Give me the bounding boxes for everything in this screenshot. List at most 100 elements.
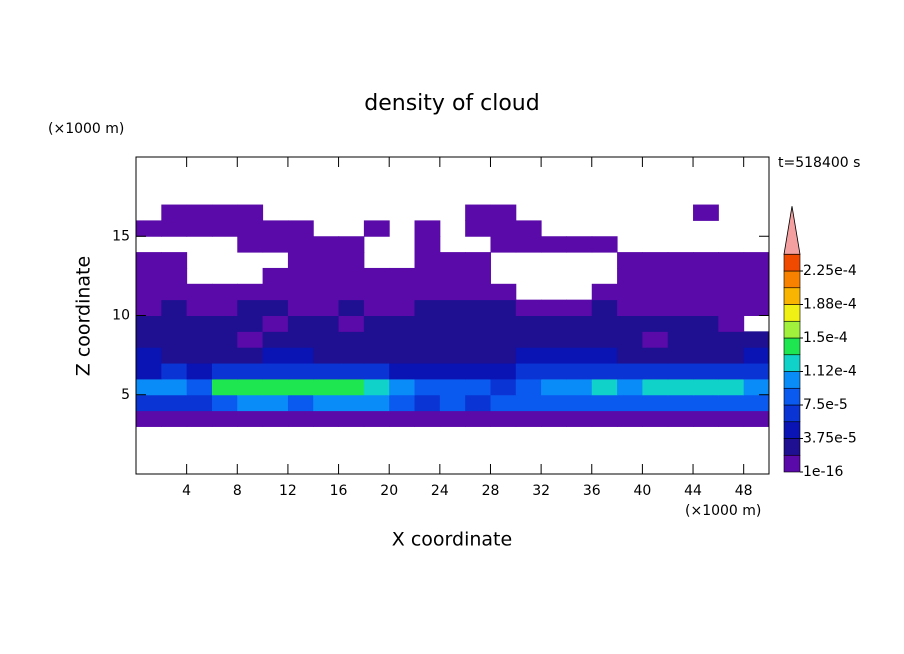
colorbar-box	[783, 354, 801, 372]
contour-cell	[136, 299, 162, 316]
contour-cell	[591, 299, 618, 316]
contour-cell	[465, 299, 491, 316]
contour-cell	[338, 299, 365, 316]
contour-cell	[566, 363, 593, 380]
contour-cell	[693, 394, 719, 412]
contour-cell	[617, 394, 643, 412]
contour-cell	[262, 410, 289, 427]
contour-cell	[287, 378, 314, 396]
contour-cell	[743, 410, 770, 427]
contour-cell	[642, 410, 669, 427]
contour-cell	[363, 347, 390, 364]
colorbar-label: 1.5e-4	[803, 330, 848, 346]
contour-cell	[591, 410, 618, 427]
contour-cell	[490, 315, 517, 332]
contour-cell	[693, 267, 719, 285]
contour-cell	[414, 315, 441, 332]
contour-cell	[541, 347, 567, 364]
contour-cell	[161, 299, 188, 316]
contour-cell	[515, 236, 542, 253]
colorbar-box	[783, 454, 801, 473]
contour-cell	[566, 315, 593, 332]
contour-cell	[287, 299, 314, 316]
colorbar-box	[783, 371, 801, 389]
contour-cell	[363, 283, 390, 301]
contour-cell	[693, 363, 719, 380]
contour-cell	[718, 363, 745, 380]
contour-cell	[465, 204, 491, 221]
x-tick-label: 32	[532, 483, 550, 499]
y-axis-title: Z coordinate	[73, 256, 95, 376]
contour-cell	[262, 220, 289, 237]
contour-cell	[541, 315, 567, 332]
contour-cell	[363, 394, 390, 412]
contour-cell	[566, 394, 593, 412]
contour-cell	[566, 331, 593, 348]
contour-cell	[313, 236, 340, 253]
contour-cell	[389, 347, 416, 364]
contour-cell	[439, 410, 466, 427]
contour-cell	[515, 363, 542, 380]
contour-cell	[363, 267, 390, 285]
contour-cell	[338, 236, 365, 253]
colorbar-box	[783, 421, 801, 439]
y-tick-label: 5	[121, 387, 130, 403]
contour-cell	[313, 252, 340, 269]
contour-cell	[667, 331, 694, 348]
contour-cell	[414, 283, 441, 301]
contour-cell	[490, 378, 517, 396]
contour-cell	[515, 347, 542, 364]
contour-cell	[591, 394, 618, 412]
contour-cell	[211, 283, 238, 301]
contour-cell	[414, 252, 441, 269]
contour-cell	[211, 220, 238, 237]
contour-cell	[262, 299, 289, 316]
contour-cell	[439, 394, 466, 412]
contour-cell	[566, 410, 593, 427]
colorbar-box	[783, 304, 801, 322]
contour-cell	[490, 363, 517, 380]
contour-cell	[136, 410, 162, 427]
contour-cell	[287, 331, 314, 348]
contour-cell	[515, 220, 542, 237]
contour-cell	[667, 267, 694, 285]
contour-cell	[667, 299, 694, 316]
contour-cell	[439, 378, 466, 396]
contour-cell	[541, 378, 567, 396]
contour-cell	[642, 315, 669, 332]
contour-cell	[287, 347, 314, 364]
contour-cell	[389, 394, 416, 412]
contour-cell	[389, 410, 416, 427]
colorbar-box	[783, 253, 801, 272]
contour-cell	[211, 378, 238, 396]
contour-cell	[743, 363, 770, 380]
contour-cell	[389, 315, 416, 332]
contour-cell	[515, 331, 542, 348]
contour-cell	[541, 299, 567, 316]
contour-cell	[439, 315, 466, 332]
x-tick-label: 48	[735, 483, 753, 499]
contour-cell	[237, 347, 264, 364]
time-label: t=518400 s	[778, 155, 860, 171]
contour-cell	[262, 331, 289, 348]
contour-cell	[136, 267, 162, 285]
contour-cell	[718, 315, 745, 332]
contour-cell	[439, 363, 466, 380]
contour-cell	[161, 267, 188, 285]
contour-cell	[591, 315, 618, 332]
contour-cell	[186, 410, 213, 427]
contour-cell	[465, 252, 491, 269]
contour-cell	[186, 220, 213, 237]
contour-cell	[642, 378, 669, 396]
contour-cell	[186, 283, 213, 301]
contour-cell	[693, 410, 719, 427]
contour-cell	[490, 220, 517, 237]
contour-cell	[465, 410, 491, 427]
contour-cell	[515, 394, 542, 412]
contour-cell	[693, 315, 719, 332]
contour-cell	[161, 204, 188, 221]
contour-cell	[541, 394, 567, 412]
contour-cell	[642, 394, 669, 412]
contour-cell	[136, 331, 162, 348]
contour-cell	[287, 236, 314, 253]
